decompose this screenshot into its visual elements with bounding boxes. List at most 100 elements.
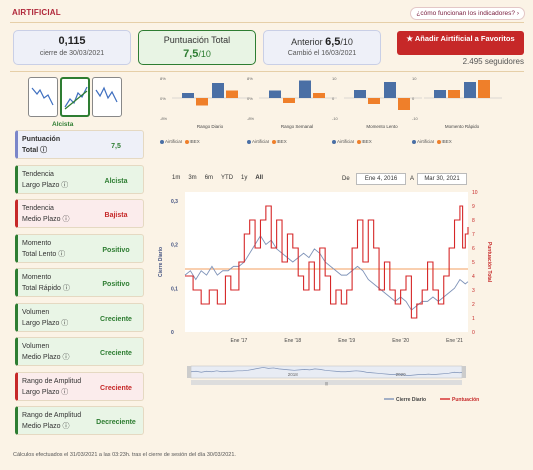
range-button-6m[interactable]: 6m: [204, 175, 214, 181]
indicator-card[interactable]: Volumen Largo Plazo ⓘ Creciente: [15, 302, 144, 332]
indicator-value: Positivo: [102, 246, 130, 254]
series-line-cierre: [184, 234, 469, 311]
legend-dot-icon: [184, 139, 189, 144]
mini-tick-label: 10: [332, 76, 337, 81]
navigator-grip[interactable]: |||: [325, 381, 328, 386]
indicator-card[interactable]: Momento Total Lento ⓘ Positivo: [15, 233, 144, 263]
mini-chart-3: 10 0 -10 Momento Lento: [332, 76, 422, 129]
y-right-tick-label: 9: [472, 204, 475, 210]
indicator-name-line-2: Total ⓘ: [22, 147, 48, 154]
indicator-card[interactable]: Momento Total Rápido ⓘ Positivo: [15, 268, 144, 297]
indicator-value: 7,5: [111, 143, 121, 150]
indicator-name: Puntuación Total ⓘ: [22, 134, 92, 156]
navigator-handle-right[interactable]: [462, 366, 466, 378]
x-tick-label: Ene '21: [446, 338, 463, 344]
legend-dot-icon: [271, 139, 276, 144]
mini-tick-label: -8%: [160, 116, 168, 121]
score-label: Puntuación Total: [163, 35, 231, 45]
indicator-card[interactable]: Tendencia Largo Plazo ⓘ Alcista: [15, 164, 144, 194]
legend-label-cierre[interactable]: Cierre Diario: [396, 397, 426, 403]
y-right-tick-label: 5: [472, 260, 475, 266]
mini-legend-b: IBEX: [441, 139, 452, 144]
score-value: 7,5: [183, 48, 199, 60]
previous-label: Anterior: [291, 37, 323, 47]
range-navigator[interactable]: [190, 365, 463, 379]
legend-dot-icon: [356, 139, 361, 144]
mini-bar-ibex: [398, 98, 410, 110]
y-right-tick-label: 7: [472, 232, 475, 238]
price-score-chart: 0 1 2 3 4 5 6 7 8 9 10 0 0,1 0,2 0,3 Cierre Diario Puntu…: [158, 190, 492, 403]
date-from-input[interactable]: Ene 4, 2016: [356, 173, 406, 185]
x-tick-label: Ene '17: [230, 338, 247, 344]
indicator-name-line-1: Volumen: [22, 343, 50, 350]
mini-bar-airtificial: [182, 93, 194, 98]
indicator-name-line-2: Total Rápido ⓘ: [22, 285, 70, 292]
mini-tick-label: 0: [412, 96, 415, 101]
navigator-scrollbar[interactable]: [191, 380, 462, 385]
trend-up-icon[interactable]: [60, 77, 90, 117]
legend-label-puntuacion[interactable]: Puntuación: [452, 397, 479, 403]
indicator-value: Bajista: [104, 212, 128, 219]
navigator-handle-left[interactable]: [187, 366, 191, 378]
previous-caption: Cambió el 16/03/2021: [287, 50, 357, 57]
mini-chart-1: 8% 0% -8% Rango Diario: [160, 76, 250, 129]
trend-down-icon[interactable]: [28, 77, 58, 117]
mini-legend-a: AirtificiaI: [337, 139, 355, 144]
indicator-card[interactable]: Rango de Amplitud Largo Plazo ⓘ Creciente: [15, 371, 144, 401]
help-indicators-link[interactable]: ¿cómo funcionan los indicadores? ›: [410, 7, 525, 20]
indicator-name-line-1: Rango de Amplitud: [22, 412, 82, 419]
mini-bar-airtificial: [354, 90, 366, 98]
indicator-card[interactable]: Rango de Amplitud Medio Plazo ⓘ Decrecient…: [15, 406, 144, 435]
mini-legend-a: AirtificiaI: [417, 139, 435, 144]
range-button-ytd[interactable]: YTD: [221, 175, 234, 181]
mini-caption: Rango Semanal: [281, 124, 313, 129]
y-right-tick-label: 6: [472, 246, 475, 252]
mini-bar-ibex: [283, 98, 295, 103]
indicator-value: Alcista: [104, 177, 128, 185]
x-tick-label: Ene '20: [392, 338, 409, 344]
indicator-card[interactable]: Puntuación Total ⓘ 7,5: [15, 130, 144, 159]
indicator-card[interactable]: Volumen Medio Plazo ⓘ Creciente: [15, 337, 144, 366]
indicator-value: Decreciente: [96, 419, 136, 426]
range-button-3m[interactable]: 3m: [188, 175, 197, 181]
y-right-tick-label: 0: [472, 330, 475, 336]
add-favorite-button[interactable]: ★ Añadir Airtificial a Favoritos: [397, 31, 524, 55]
mini-tick-label: -10: [412, 116, 419, 121]
trend-flat-icon[interactable]: [92, 77, 122, 117]
price-value: 0,115: [58, 35, 86, 47]
mini-bar-airtificial: [269, 90, 281, 98]
indicator-name: Tendencia Largo Plazo ⓘ: [22, 169, 92, 191]
mini-legend: AirtificiaI IBEX: [332, 139, 372, 144]
trend-selector: [28, 77, 124, 121]
date-from-label: De: [342, 176, 350, 182]
mini-bar-ibex: [478, 80, 490, 98]
mini-legend: AirtificiaI IBEX: [412, 139, 452, 144]
y-right-tick-label: 8: [472, 218, 475, 224]
y-right-axis-title: Puntuación Total: [486, 242, 492, 283]
title-divider: [10, 22, 524, 23]
range-button-all[interactable]: All: [255, 175, 264, 181]
indicator-name: Momento Total Rápido ⓘ: [22, 272, 92, 294]
indicator-value: Creciente: [100, 350, 132, 357]
mini-chart-2: 8% 0% -8% Rango Semanal: [247, 76, 337, 129]
indicator-name-line-1: Momento: [22, 239, 52, 247]
y-left-axis-title: Cierre Diario: [158, 247, 164, 277]
mini-bar-airtificial: [299, 80, 311, 98]
x-tick-label: Ene '19: [338, 338, 355, 344]
mini-bar-ibex: [368, 98, 380, 104]
page-title: AIRTIFICIAL: [12, 8, 61, 17]
y-right-tick-label: 10: [472, 190, 478, 196]
indicator-card[interactable]: Tendencia Medio Plazo ⓘ Bajista: [15, 199, 144, 228]
indicator-value: Positivo: [102, 281, 130, 288]
y-left-tick-label: 0,3: [171, 199, 178, 205]
section-divider: [10, 71, 524, 72]
range-button-1m[interactable]: 1m: [172, 175, 181, 181]
range-button-1y[interactable]: 1y: [241, 175, 248, 181]
indicator-name-line-1: Volumen: [22, 308, 50, 316]
date-to-input[interactable]: Mar 30, 2021: [417, 173, 467, 185]
y-right-tick-label: 3: [472, 288, 475, 294]
mini-caption: Momento Rápido: [445, 124, 480, 129]
mini-tick-label: -10: [332, 116, 339, 121]
mini-tick-label: 0%: [247, 96, 253, 101]
previous-scale: /10: [340, 37, 353, 47]
